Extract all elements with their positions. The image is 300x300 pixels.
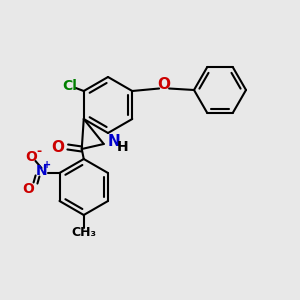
Text: +: +	[44, 160, 52, 170]
Text: CH₃: CH₃	[71, 226, 96, 239]
Text: N: N	[108, 134, 121, 149]
Text: O: O	[158, 77, 171, 92]
Text: N: N	[36, 164, 47, 178]
Text: O: O	[51, 140, 64, 154]
Text: H: H	[117, 140, 128, 154]
Text: O: O	[26, 150, 38, 164]
Text: -: -	[36, 146, 41, 158]
Text: O: O	[22, 182, 34, 196]
Text: Cl: Cl	[62, 79, 77, 93]
